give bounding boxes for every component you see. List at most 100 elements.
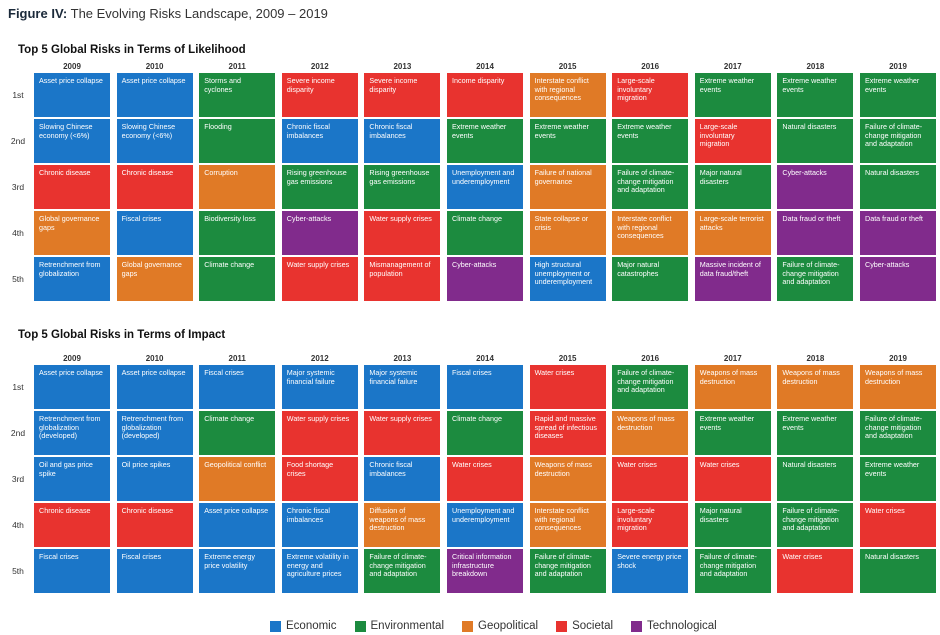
risk-cell: Failure of climate-change mitigation and… <box>612 165 689 209</box>
risk-cell: Slowing Chinese economy (<6%) <box>116 119 193 163</box>
year-header: 2013 <box>393 62 412 71</box>
risk-cell: Failure of national governance <box>529 165 606 209</box>
risk-cell: Severe income disparity <box>281 73 358 117</box>
risk-cell: Extreme weather events <box>612 119 689 163</box>
risk-cell: Natural disasters <box>777 457 854 501</box>
risk-cell: Extreme weather events <box>860 457 936 501</box>
risk-cell: Data fraud or theft <box>777 211 854 255</box>
risk-cell: Biodiversity loss <box>199 211 276 255</box>
risk-cell: Major natural disasters <box>694 503 771 547</box>
risk-cell: Weapons of mass destruction <box>694 365 771 409</box>
year-header: 2011 <box>228 354 246 363</box>
rank-label: 2nd <box>10 136 26 146</box>
year-header: 2012 <box>310 62 329 71</box>
risk-cell: Extreme weather events <box>694 73 771 117</box>
legend: Economic Environmental Geopolitical Soci… <box>270 620 717 632</box>
risk-cell: Chronic fiscal imbalances <box>364 119 441 163</box>
risk-cell: Weapons of mass destruction <box>529 457 606 501</box>
impact-title: Top 5 Global Risks in Terms of Impact <box>18 329 226 341</box>
risk-cell: Fiscal crises <box>116 211 193 255</box>
risk-cell: Mismanagement of population <box>364 257 441 301</box>
legend-label: Environmental <box>370 620 445 632</box>
year-header: 2009 <box>63 354 81 363</box>
year-header: 2015 <box>558 62 577 71</box>
risk-cell: Major natural disasters <box>694 165 771 209</box>
risk-cell: Extreme energy price volatility <box>199 549 276 593</box>
risk-cell: Extreme weather events <box>447 119 523 163</box>
risk-cell: Slowing Chinese economy (<6%) <box>34 119 110 163</box>
year-header: 2019 <box>889 354 907 363</box>
risk-cell: Fiscal crises <box>447 365 523 409</box>
rank-label: 1st <box>12 90 24 100</box>
risk-cell: Asset price collapse <box>116 73 193 117</box>
risk-cell: Natural disasters <box>777 119 854 163</box>
year-header: 2010 <box>145 354 164 363</box>
risk-cell: Extreme weather events <box>777 73 854 117</box>
risk-cell: Water crises <box>694 457 771 501</box>
rank-label: 3rd <box>11 474 25 484</box>
figure-title-prefix: Figure IV: <box>8 6 68 21</box>
rank-label: 4th <box>12 520 24 530</box>
rank-label: 4th <box>12 228 24 238</box>
legend-item-technological: Technological <box>631 620 717 632</box>
risk-cell: Asset price collapse <box>34 73 110 117</box>
risk-cell: Chronic fiscal imbalances <box>281 503 358 547</box>
risk-cell: Water crises <box>777 549 854 593</box>
risk-cell: Water crises <box>529 365 606 409</box>
risk-cell: Oil price spikes <box>116 457 193 501</box>
risk-cell: Cyber-attacks <box>447 257 523 301</box>
risk-cell: Severe income disparity <box>364 73 441 117</box>
legend-item-geopolitical: Geopolitical <box>462 620 538 632</box>
year-header: 2015 <box>558 354 577 363</box>
risk-cell: Unemployment and underemployment <box>447 165 523 209</box>
legend-swatch <box>270 620 281 632</box>
risk-cell: Weapons of mass destruction <box>612 411 689 455</box>
risk-cell: Retrenchment from globalization <box>34 257 110 301</box>
likelihood-title: Top 5 Global Risks in Terms of Likelihoo… <box>18 44 246 56</box>
year-header: 2012 <box>310 354 329 363</box>
risk-cell: Extreme weather events <box>777 411 854 455</box>
risk-cell: Asset price collapse <box>199 503 276 547</box>
risk-cell: Storms and cyclones <box>199 73 276 117</box>
year-header: 2009 <box>63 62 81 71</box>
risk-cell: Large-scale involuntary migration <box>612 73 689 117</box>
legend-label: Economic <box>286 620 337 632</box>
rank-label: 3rd <box>11 182 25 192</box>
risk-cell: Fiscal crises <box>116 549 193 593</box>
risk-cell: Water supply crises <box>364 411 441 455</box>
risk-cell: Interstate conflict with regional conseq… <box>612 211 689 255</box>
risk-cell: Cyber-attacks <box>777 165 854 209</box>
figure-title-text: The Evolving Risks Landscape, 2009 – 201… <box>70 6 328 21</box>
figure-title: Figure IV: The Evolving Risks Landscape,… <box>8 6 328 21</box>
risk-cell: Rapid and massive spread of infectious d… <box>529 411 606 455</box>
rank-label: 1st <box>12 382 24 392</box>
risk-cell: Chronic disease <box>34 165 110 209</box>
risk-cell: Chronic fiscal imbalances <box>281 119 358 163</box>
legend-item-environmental: Environmental <box>354 620 445 632</box>
risk-cell: Retrenchment from globalization (develop… <box>34 411 110 455</box>
year-header: 2018 <box>806 354 825 363</box>
risk-cell: Chronic disease <box>116 503 193 547</box>
risk-cell: Chronic fiscal imbalances <box>364 457 441 501</box>
risk-cell: Water supply crises <box>281 411 358 455</box>
year-header: 2011 <box>228 62 246 71</box>
risk-cell: Global governance gaps <box>34 211 110 255</box>
risk-cell: Flooding <box>199 119 276 163</box>
risk-cell: Geopolitical conflict <box>199 457 276 501</box>
legend-label: Geopolitical <box>478 620 539 632</box>
risk-cell: Failure of climate-change mitigation and… <box>777 503 854 547</box>
risk-cell: Extreme weather events <box>694 411 771 455</box>
risk-cell: Climate change <box>199 257 276 301</box>
rank-label: 5th <box>12 566 24 576</box>
year-header: 2014 <box>476 354 494 363</box>
year-header: 2019 <box>889 62 907 71</box>
risk-cell: Interstate conflict with regional conseq… <box>529 73 606 117</box>
risk-cell: Natural disasters <box>860 549 936 593</box>
risk-cell: Critical information infrastructure brea… <box>447 549 523 593</box>
legend-label: Technological <box>647 620 717 632</box>
legend-item-societal: Societal <box>556 620 613 632</box>
risk-cell: Large-scale terrorist attacks <box>694 211 771 255</box>
risk-cell: Water crises <box>447 457 523 501</box>
risk-cell: Major systemic financial failure <box>281 365 358 409</box>
risk-cell: State collapse or crisis <box>529 211 606 255</box>
